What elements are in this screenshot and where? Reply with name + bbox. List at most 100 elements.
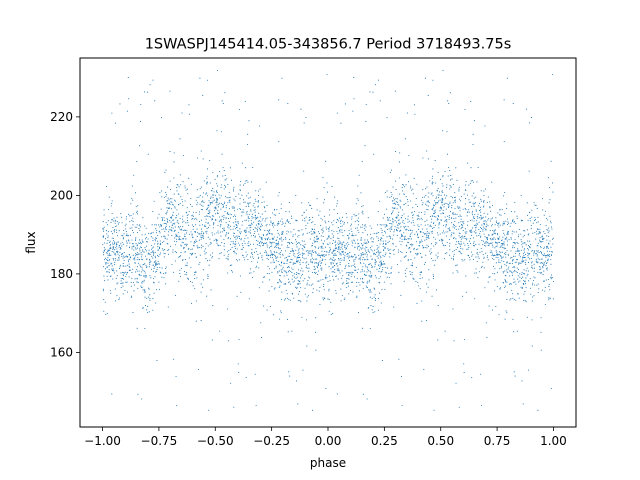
data-point [215, 219, 217, 222]
data-point [463, 371, 465, 373]
data-point [173, 240, 175, 242]
data-point [213, 239, 215, 241]
data-point [460, 241, 462, 243]
data-point [241, 215, 243, 217]
data-point [522, 261, 524, 263]
data-point [335, 263, 337, 265]
data-point [549, 255, 551, 257]
data-point [291, 249, 294, 251]
data-point [344, 257, 346, 259]
data-point [255, 224, 257, 226]
data-point [501, 251, 503, 253]
data-point [296, 220, 298, 222]
data-point [518, 262, 520, 264]
data-point [434, 224, 436, 226]
data-point [212, 172, 214, 174]
data-point [202, 196, 204, 198]
data-point [395, 201, 397, 203]
data-point [441, 191, 443, 193]
data-point [278, 253, 280, 255]
data-point [276, 224, 278, 226]
data-point [136, 270, 138, 272]
data-point [106, 271, 108, 273]
data-point [180, 244, 182, 246]
data-point [125, 265, 127, 267]
data-point [338, 240, 340, 242]
data-point [123, 259, 125, 262]
data-point [473, 204, 475, 206]
data-point [545, 279, 547, 281]
data-point [183, 247, 185, 249]
data-point [256, 244, 258, 246]
data-point [109, 247, 111, 249]
x-tick-label: −1.00 [84, 434, 121, 448]
data-point [348, 243, 350, 245]
data-point [474, 298, 476, 300]
data-point [158, 246, 160, 248]
data-point [299, 277, 302, 279]
data-point [325, 274, 327, 276]
y-tick-label: 180 [50, 267, 73, 281]
data-point [132, 258, 134, 260]
data-point [411, 271, 413, 273]
data-point [444, 194, 446, 196]
data-point [346, 287, 348, 289]
data-point [333, 235, 335, 237]
data-point [174, 229, 176, 231]
data-point [174, 251, 176, 253]
data-point [407, 221, 409, 223]
data-point [187, 220, 189, 222]
data-point [384, 254, 386, 256]
data-point [103, 275, 105, 277]
data-point [469, 219, 471, 222]
data-point [454, 220, 456, 222]
data-point [140, 103, 142, 106]
data-point [527, 252, 529, 254]
data-point [421, 204, 423, 206]
data-point [186, 230, 188, 232]
data-point [524, 253, 527, 255]
data-point [506, 218, 508, 220]
data-point [285, 283, 287, 285]
data-point [305, 257, 307, 259]
data-point [473, 224, 475, 226]
data-point [485, 221, 487, 223]
data-point [355, 234, 357, 236]
data-point [399, 206, 401, 208]
data-point [520, 194, 522, 196]
data-point [330, 263, 332, 265]
data-point [116, 221, 118, 223]
data-point [132, 246, 134, 248]
data-point [181, 218, 183, 220]
data-point [386, 117, 388, 119]
data-point [103, 310, 105, 312]
data-point [460, 243, 462, 245]
x-tick-label: −0.25 [253, 434, 290, 448]
data-point [505, 256, 507, 258]
data-point [112, 258, 114, 260]
data-point [340, 253, 342, 255]
data-point [386, 225, 388, 227]
data-point [139, 145, 141, 147]
data-point [400, 260, 402, 262]
data-point [506, 238, 508, 240]
data-point [343, 259, 345, 261]
data-point [250, 209, 252, 211]
data-point [531, 300, 533, 302]
data-point [154, 240, 156, 242]
data-point [403, 232, 405, 234]
data-point [115, 219, 117, 221]
data-point [513, 231, 515, 233]
data-point [479, 236, 482, 238]
data-point [432, 195, 434, 197]
data-point [478, 205, 480, 207]
data-point [367, 280, 369, 282]
data-point [123, 229, 125, 232]
data-point [211, 257, 213, 259]
data-point [359, 284, 361, 286]
data-point [202, 192, 204, 194]
data-point [419, 242, 421, 244]
data-point [340, 258, 342, 260]
data-point [328, 299, 330, 301]
data-point [544, 260, 546, 262]
